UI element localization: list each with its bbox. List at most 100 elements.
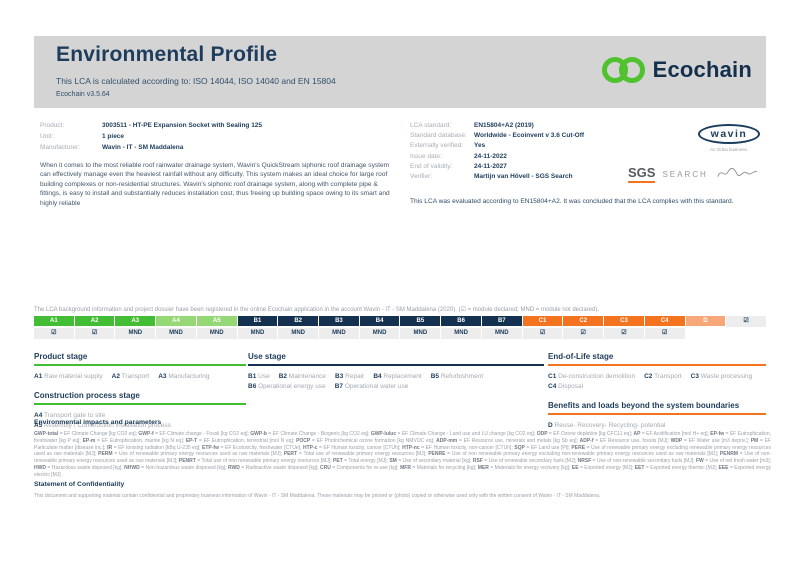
use-stage-items: B1 Use B2 Maintenance B3 Repair B4 Replacem… [248, 372, 544, 392]
info-label: Verifier: [410, 172, 433, 180]
module-header-B4: B4 [359, 316, 400, 326]
stage-item-B3: B3 Repair [335, 373, 365, 380]
module-header-C2: C2 [563, 316, 604, 326]
module-status-B6: MND [400, 328, 441, 339]
wavin-logo: wavin An Orbia business. [692, 124, 766, 152]
info-value: 24-11-2027 [474, 162, 507, 170]
module-status-B4: MND [319, 328, 359, 339]
info-row: Unit: 1 piece [40, 133, 394, 140]
software-version: Ecochain v3.5.64 [56, 91, 110, 98]
header-band: Environmental Profile This LCA is calcul… [34, 36, 766, 108]
info-value: Worldwide - Ecoinvent v 3.6 Cut-Off [474, 132, 585, 140]
info-label: Standard database: [410, 132, 467, 140]
stage-item-C4: C4 Disposal [548, 383, 584, 391]
module-header-B7: B7 [481, 316, 522, 326]
info-value: Yes [474, 142, 486, 150]
lca-info-list: LCA standard: EN15804+A2 (2019) Standard d… [410, 122, 710, 183]
module-header-B3: B3 [319, 316, 359, 326]
module-status-B3: MND [278, 328, 319, 339]
impacts-section: Environmental impacts and parameters GWP… [34, 419, 771, 478]
stage-item-B6: B6 Operational energy use [248, 383, 326, 391]
info-label: Issue date: [410, 152, 442, 160]
module-header-C4: C4 [644, 316, 685, 326]
info-value: Wavin - IT - SM Maddalena [102, 144, 184, 151]
lca-standard-subtitle: This LCA is calculated according to: ISO… [56, 76, 336, 86]
module-status-A1: ☑ [726, 316, 766, 327]
stage-item-B7: B7 Operational water use [334, 383, 409, 391]
module-header-C1: C1 [522, 316, 563, 326]
product-stage-column: Product stage A1 Raw material supply A2 T… [34, 352, 246, 431]
info-label: Product: [40, 122, 65, 129]
construction-stage-title: Construction process stage [34, 391, 140, 401]
module-status-A2: ☑ [34, 328, 74, 339]
sgs-verifier-block: SGS SEARCH [628, 166, 759, 187]
info-value: EN15804+A2 (2019) [474, 122, 534, 129]
benefits-items: D Reuse- Recovery- Recycling- potential [548, 421, 766, 431]
green-rule [34, 403, 246, 406]
info-row: LCA standard: EN15804+A2 (2019) [410, 122, 710, 129]
info-label: Manufacturer: [40, 144, 81, 151]
end-of-life-column: End-of-Life stage C1 De-construction dem… [548, 352, 766, 431]
module-status-C3: ☑ [563, 328, 604, 339]
info-row: Externally verified: Yes [410, 142, 710, 149]
info-value: 24-11-2022 [474, 152, 507, 160]
info-label: Unit: [40, 133, 54, 140]
module-status-A5: MND [156, 328, 196, 339]
stage-item-B4: B4 Replacement [373, 373, 422, 380]
sgs-search-label: SEARCH [662, 170, 708, 179]
confidentiality-section: Statement of Confidentiality This docume… [34, 481, 771, 500]
product-stage-title: Product stage [34, 352, 88, 361]
stage-item-A4: A4 Transport gate to site [34, 412, 106, 420]
info-value: 1 piece [102, 133, 125, 140]
stage-item-A5: A5 Assembly / Construction installation … [34, 422, 171, 430]
module-header-D: D [685, 316, 726, 326]
module-status-C2: ☑ [522, 328, 563, 339]
orange-rule [548, 364, 766, 366]
module-status-A3: ☑ [74, 328, 115, 339]
stage-item-D: D Reuse- Recovery- Recycling- potential [548, 422, 666, 430]
verifier-signature [715, 164, 759, 187]
stage-item-C3: C3 Waste processing [690, 373, 753, 380]
stage-item-B5: B5 Refurbishment [430, 373, 484, 380]
info-row: Verifier: Martijn van Hövell - SGS Search [410, 173, 710, 180]
module-header-A1: A1 [34, 316, 74, 326]
module-status-B5: MND [359, 328, 400, 339]
registration-note: The LCA background information and proje… [34, 307, 600, 313]
info-row: Issue date: 24-11-2022 [410, 153, 710, 160]
info-label: LCA standard: [410, 122, 452, 129]
end-of-life-items: C1 De-construction demolition C2 Transpor… [548, 372, 766, 392]
module-header-B6: B6 [441, 316, 481, 326]
stage-item-A2: A2 Transport [111, 373, 150, 380]
navy-rule [248, 364, 544, 366]
module-status-B1: MND [196, 328, 237, 339]
page-title: Environmental Profile [56, 43, 278, 66]
confidentiality-text: This document and supporting material co… [34, 493, 601, 499]
confidentiality-title: Statement of Confidentiality [34, 481, 125, 488]
module-header-B1: B1 [237, 316, 278, 326]
stage-item-C1: C1 De-construction demolition [548, 373, 636, 380]
info-row: Manufacturer: Wavin - IT - SM Maddalena [40, 144, 394, 151]
stage-item-B1: B1 Use [248, 373, 270, 380]
info-row: Standard database: Worldwide - Ecoinvent … [410, 132, 710, 139]
ecochain-logo-text: Ecochain [652, 57, 752, 82]
product-description: When it comes to the most reliable roof … [40, 162, 390, 207]
info-value: Martijn van Hövell - SGS Search [474, 172, 573, 180]
stage-item-A3: A3 Manufacturing [158, 373, 210, 380]
info-label: Externally verified: [410, 142, 464, 150]
stage-item-C2: C2 Transport [644, 373, 682, 380]
end-of-life-title: End-of-Life stage [548, 352, 614, 361]
info-label: End of validity: [410, 162, 453, 170]
construction-stage-items: A4 Transport gate to site A5 Assembly / C… [34, 411, 246, 431]
info-row: End of validity: 24-11-2027 [410, 163, 710, 170]
evaluation-statement: This LCA was evaluated according to EN15… [410, 198, 734, 205]
module-declaration-table: A1 A2 A3 A4 A5 B1 B2 B3 B4 B5 B6 B7 C1 C2 C3 C4 D ☑ ☑ ☑ MND M… [34, 316, 766, 339]
module-status-B7: MND [441, 328, 481, 339]
module-status-C4: ☑ [604, 328, 644, 339]
use-stage-title: Use stage [248, 352, 286, 361]
wavin-tagline: An Orbia business. [709, 147, 749, 152]
benefits-title: Benefits and loads beyond the system bou… [548, 401, 740, 411]
module-header-A3: A3 [115, 316, 156, 326]
stage-item-A1: A1 Raw material supply [34, 373, 103, 380]
module-header-B2: B2 [278, 316, 319, 326]
